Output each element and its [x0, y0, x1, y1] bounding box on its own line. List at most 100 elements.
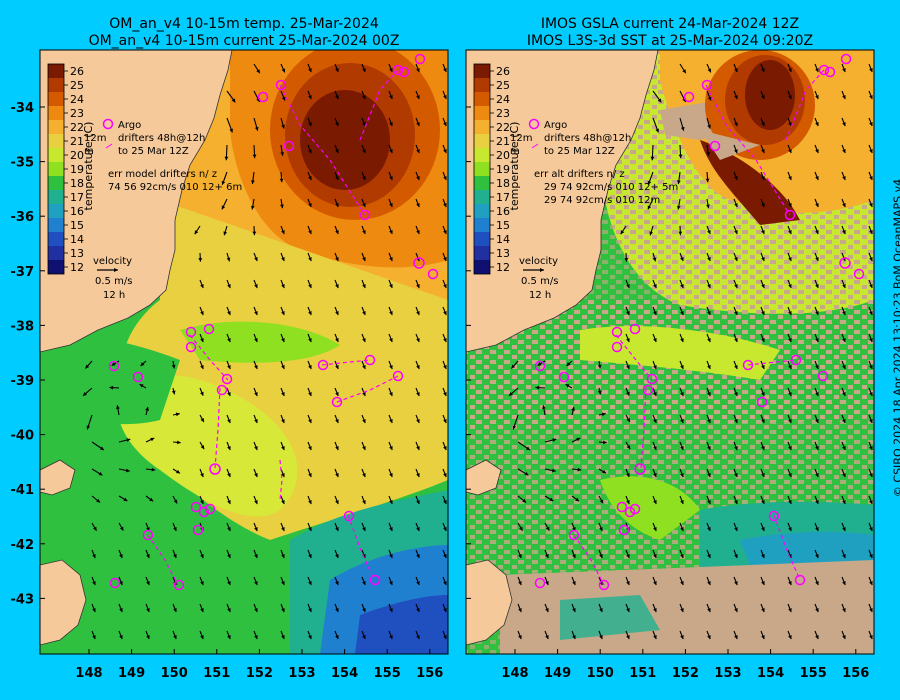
right-velocity-arrowhead	[707, 96, 712, 101]
right-velocity-arrowhead	[842, 149, 846, 154]
right-velocity-arrowhead	[511, 364, 516, 369]
right-velocity-arrowhead	[842, 203, 846, 208]
left-velocity-arrowhead	[254, 554, 258, 559]
right-velocity-arrowhead	[842, 95, 846, 100]
right-velocity-arrowhead	[599, 635, 603, 640]
left-velocity-arrowhead	[335, 68, 339, 73]
right-velocity-arrowhead	[815, 203, 819, 208]
lat-tick-label: -39	[11, 374, 35, 389]
left-legend: Argo 12m m drifters 48h@12h to 25 Mar 12…	[84, 118, 242, 301]
left-velocity-arrowhead	[362, 608, 366, 613]
right-velocity-arrowhead	[707, 419, 711, 424]
left-velocity-arrowhead	[362, 230, 366, 235]
right-velocity-arrowhead	[815, 95, 819, 100]
left-velocity-arrowhead	[389, 419, 393, 424]
left-velocity-arrowhead	[308, 122, 312, 127]
left-drifter-tracks	[147, 69, 399, 586]
right-velocity-arrowhead	[842, 446, 846, 451]
right-velocity-arrowhead	[571, 407, 575, 411]
left-velocity-arrowhead	[281, 257, 285, 262]
right-velocity-arrowhead	[815, 311, 819, 316]
lat-tick-label: -40	[11, 429, 35, 444]
right-velocity-arrowhead	[761, 149, 765, 154]
left-velocity-arrowhead	[362, 338, 366, 343]
left-eddy-core	[300, 90, 390, 190]
left-velocity-arrowhead	[200, 391, 204, 396]
left-title-line2: OM_an_v4 10-15m current 25-Mar-2024 00Z	[88, 33, 400, 49]
right-velocity-arrowhead	[788, 365, 792, 370]
left-velocity-arrowhead	[443, 230, 447, 235]
left-velocity-arrowhead	[227, 365, 231, 370]
left-velocity-arrowhead	[416, 149, 420, 154]
right-velocity-arrowhead	[540, 268, 544, 272]
right-colorbar-swatch	[474, 190, 490, 204]
left-velocity-arrowhead	[281, 392, 285, 397]
left-velocity-arrowhead	[252, 154, 257, 159]
left-velocity-arrowhead	[362, 149, 366, 154]
left-velocity-arrowhead	[119, 608, 123, 613]
lon-tick-label: 151	[203, 666, 230, 681]
left-velocity-arrowhead	[308, 581, 312, 586]
right-map-panel	[466, 50, 874, 654]
right-velocity-arrowhead	[734, 554, 738, 559]
right-velocity-arrowhead	[572, 608, 576, 613]
left-title-line1: OM_an_v4 10-15m temp. 25-Mar-2024	[109, 16, 379, 32]
left-velocity-arrowhead	[416, 122, 420, 127]
left-velocity-arrowhead	[279, 178, 284, 183]
right-velocity-arrowhead	[842, 473, 846, 478]
left-velocity-arrowhead	[281, 473, 285, 478]
left-velocity-arrowhead	[335, 446, 339, 451]
right-velocity-arrowhead	[734, 95, 738, 100]
left-velocity-arrowhead	[150, 437, 155, 442]
right-velocity-arrowhead	[545, 635, 549, 640]
right-velocity-arrowhead	[565, 384, 570, 388]
right-velocity-arrowhead	[678, 231, 683, 236]
left-velocity-arrowhead	[416, 554, 420, 559]
right-velocity-arrowhead	[680, 257, 684, 262]
right-velocity-arrowhead	[788, 311, 792, 316]
right-velocity-arrowhead	[761, 122, 765, 127]
right-colorbar-tick-label: 26	[496, 65, 510, 78]
right-velocity-arrowhead	[706, 152, 711, 156]
right-eddy-tail	[700, 140, 800, 225]
left-velocity-arrowhead	[281, 419, 285, 424]
right-velocity-arrowhead	[575, 497, 580, 502]
left-legend-argo-icon	[102, 118, 114, 130]
left-velocity-arrowhead	[308, 338, 312, 343]
left-velocity-arrowhead	[200, 581, 204, 586]
left-velocity-arrowhead	[389, 392, 393, 397]
left-velocity-arrowhead	[177, 440, 181, 445]
right-velocity-arrowhead	[542, 405, 546, 410]
right-velocity-arrowhead	[650, 156, 655, 161]
right-colorbar-swatch	[474, 64, 490, 78]
right-velocity-arrowhead	[626, 311, 630, 316]
left-velocity-arrowhead	[389, 230, 393, 235]
right-colorbar-tick-label: 20	[496, 149, 510, 162]
left-velocity-arrowhead	[335, 608, 339, 613]
left-velocity-arrowhead	[362, 392, 366, 397]
left-velocity-arrowhead	[389, 554, 393, 559]
right-velocity-arrowhead	[620, 230, 625, 235]
right-velocity-scale: 0.5 m/s	[521, 276, 558, 287]
left-velocity-arrowhead	[335, 473, 339, 478]
right-velocity-arrowhead	[599, 527, 603, 532]
left-velocity-arrowhead	[335, 203, 339, 208]
left-velocity-arrowhead	[362, 419, 366, 424]
right-velocity-arrowhead	[707, 554, 711, 559]
left-velocity-arrowhead	[443, 203, 447, 208]
left-velocity-arrowhead	[227, 311, 231, 316]
right-colorbar-swatch	[474, 162, 490, 176]
left-velocity-arrowhead	[389, 581, 393, 586]
left-velocity-arrowhead	[281, 500, 285, 505]
right-velocity-arrowhead	[761, 554, 765, 559]
right-velocity-arrowhead	[626, 284, 630, 289]
left-map-frame	[39, 49, 449, 655]
right-velocity-arrowhead	[676, 180, 681, 185]
left-colorbar-tick-label: 22	[70, 121, 84, 134]
left-velocity-arrowhead	[443, 68, 447, 73]
left-velocity-arrowhead	[416, 446, 420, 451]
right-velocity-arrowhead	[680, 392, 684, 397]
right-velocity-arrowhead	[566, 362, 571, 366]
left-velocity-arrowhead	[389, 365, 393, 370]
left-velocity-arrowhead	[85, 364, 90, 369]
